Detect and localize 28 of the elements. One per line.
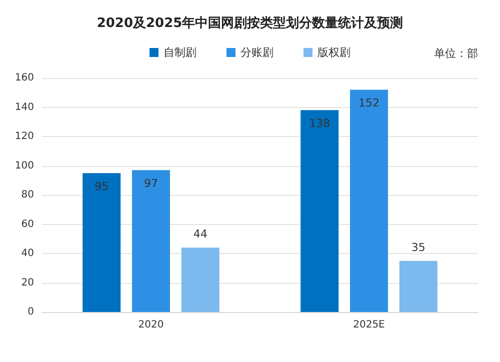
y-tick-label: 100 (14, 160, 34, 172)
bar (300, 110, 339, 312)
y-tick-label: 0 (28, 306, 34, 318)
bar (181, 248, 220, 312)
data-label: 44 (193, 228, 208, 241)
legend-label: 版权剧 (318, 46, 350, 59)
x-tick-label: 2025E (353, 320, 385, 330)
y-tick-label: 20 (21, 277, 34, 288)
data-label: 95 (94, 180, 109, 194)
y-tick-label: 160 (14, 72, 34, 84)
y-tick-label: 80 (21, 190, 34, 200)
data-label: 97 (144, 177, 158, 190)
data-label: 35 (411, 240, 426, 254)
bar (350, 90, 388, 312)
y-tick-label: 60 (21, 218, 34, 230)
x-tick-label: 2020 (138, 320, 164, 330)
legend-label: 分账剧 (240, 46, 274, 59)
y-tick-label: 120 (14, 131, 34, 142)
bar (399, 260, 438, 312)
data-label: 152 (358, 96, 380, 110)
data-label: 138 (309, 117, 330, 130)
bar (82, 173, 121, 312)
chart-title: 2020及2025年中国网剧按类型划分数量统计及预测 (96, 15, 404, 31)
y-tick-label: 40 (21, 248, 34, 259)
y-tick-label: 140 (14, 102, 34, 113)
legend-label: 自制剧 (164, 46, 196, 59)
bar (132, 170, 170, 312)
text: 单位：部 (434, 47, 478, 60)
